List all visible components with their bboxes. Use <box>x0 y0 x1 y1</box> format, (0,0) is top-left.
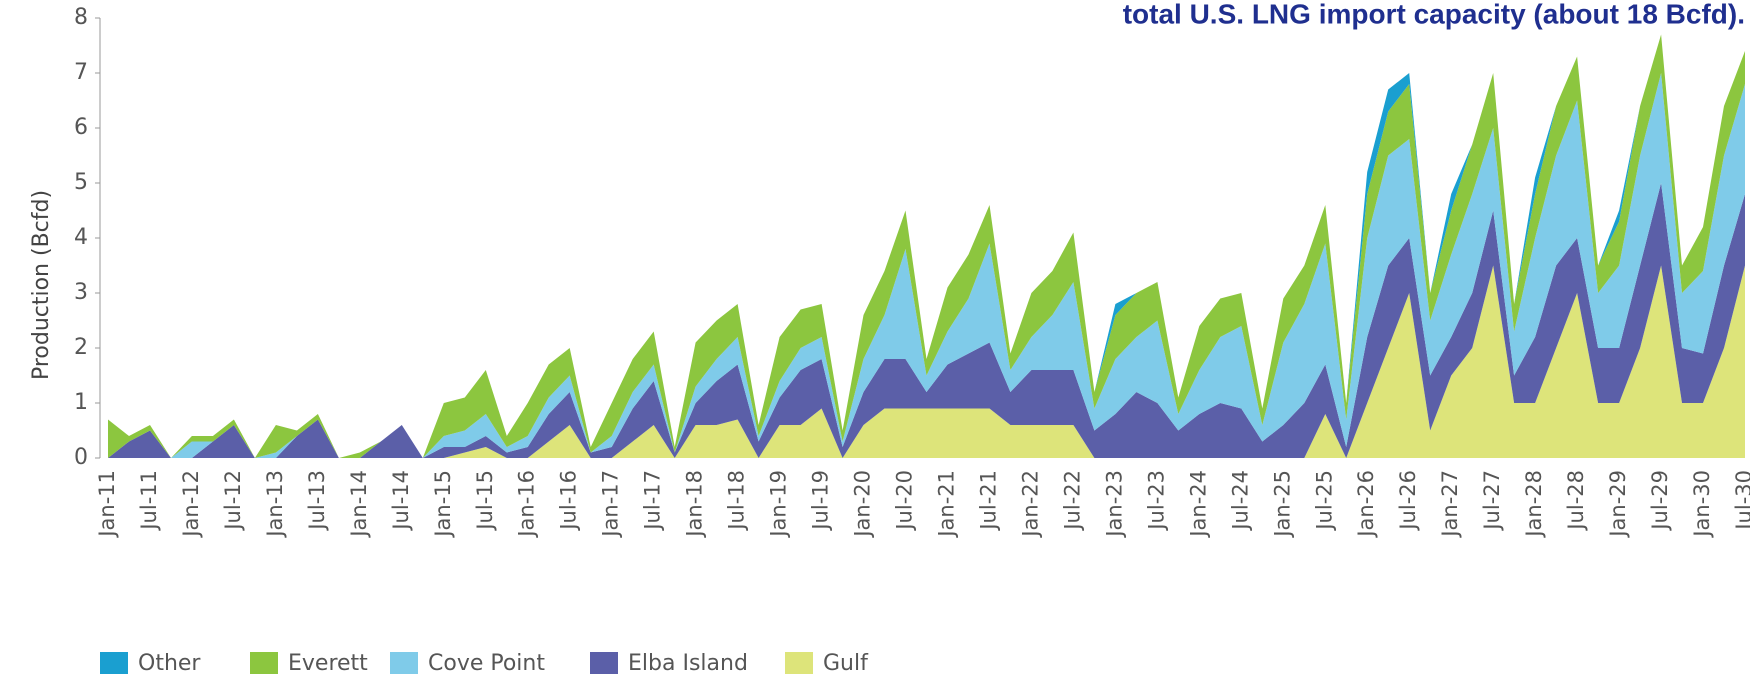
y-tick-label: 6 <box>74 115 88 140</box>
x-tick-label: Jan-22 <box>1018 470 1042 539</box>
x-tick-label: Jul-29 <box>1648 470 1672 532</box>
y-tick-label: 3 <box>74 280 88 305</box>
x-tick-label: Jan-12 <box>179 470 203 539</box>
y-tick-label: 4 <box>74 225 88 250</box>
x-tick-label: Jan-14 <box>347 470 371 539</box>
area <box>108 73 1745 458</box>
y-tick-label: 5 <box>74 170 88 195</box>
area <box>108 265 1745 458</box>
legend-swatch <box>590 652 618 674</box>
x-tick-label: Jul-12 <box>221 470 245 532</box>
x-tick-label: Jul-24 <box>1228 470 1252 532</box>
x-tick-label: Jan-13 <box>263 470 287 539</box>
legend-label: Cove Point <box>428 651 545 676</box>
legend-swatch <box>100 652 128 674</box>
x-tick-label: Jan-20 <box>851 470 875 539</box>
x-tick-label: Jan-19 <box>767 470 791 539</box>
x-tick-label: Jul-22 <box>1060 470 1084 532</box>
x-tick-label: Jan-11 <box>95 470 119 539</box>
x-tick-label: Jan-15 <box>431 470 455 539</box>
x-tick-label: Jul-15 <box>473 470 497 532</box>
x-tick-label: Jan-17 <box>599 470 623 539</box>
legend-swatch <box>250 652 278 674</box>
x-tick-label: Jul-16 <box>557 470 581 532</box>
x-tick-label: Jan-25 <box>1270 470 1294 539</box>
x-tick-label: Jul-27 <box>1480 470 1504 532</box>
x-tick-label: Jul-30 <box>1732 470 1750 532</box>
x-tick-label: Jul-13 <box>305 470 329 532</box>
x-tick-label: Jan-30 <box>1690 470 1714 539</box>
legend-label: Other <box>138 651 201 676</box>
legend-label: Everett <box>288 651 368 676</box>
area <box>108 183 1745 458</box>
x-tick-label: Jul-25 <box>1312 470 1336 532</box>
y-tick-label: 2 <box>74 335 88 360</box>
y-tick-label: 7 <box>74 60 88 85</box>
legend-swatch <box>390 652 418 674</box>
annotation: total U.S. LNG import capacity (about 18… <box>1123 0 1745 29</box>
y-tick-label: 1 <box>74 390 88 415</box>
x-tick-label: Jul-14 <box>389 470 413 532</box>
x-tick-label: Jul-20 <box>893 470 917 532</box>
x-tick-label: Jan-28 <box>1522 470 1546 539</box>
x-tick-label: Jan-16 <box>515 470 539 539</box>
x-tick-label: Jan-29 <box>1606 470 1630 539</box>
x-tick-label: Jul-18 <box>725 470 749 532</box>
y-tick-label: 8 <box>74 5 88 30</box>
y-tick-label: 0 <box>74 445 88 470</box>
x-tick-label: Jul-19 <box>809 470 833 532</box>
area <box>108 34 1745 458</box>
x-tick-label: Jan-26 <box>1354 470 1378 539</box>
x-tick-label: Jan-27 <box>1438 470 1462 539</box>
x-tick-label: Jan-24 <box>1186 470 1210 539</box>
x-tick-label: Jul-11 <box>137 470 161 532</box>
x-tick-label: Jan-18 <box>683 470 707 539</box>
x-tick-label: Jan-23 <box>1102 470 1126 539</box>
x-tick-label: Jul-17 <box>641 470 665 532</box>
x-tick-label: Jul-28 <box>1564 470 1588 532</box>
legend-label: Gulf <box>823 651 869 676</box>
x-tick-label: Jul-26 <box>1396 470 1420 532</box>
y-axis-title: Production (Bcfd) <box>29 190 54 380</box>
x-tick-label: Jan-21 <box>935 470 959 539</box>
legend-label: Elba Island <box>628 651 748 676</box>
x-tick-label: Jul-21 <box>977 470 1001 532</box>
x-tick-label: Jul-23 <box>1144 470 1168 532</box>
legend-swatch <box>785 652 813 674</box>
